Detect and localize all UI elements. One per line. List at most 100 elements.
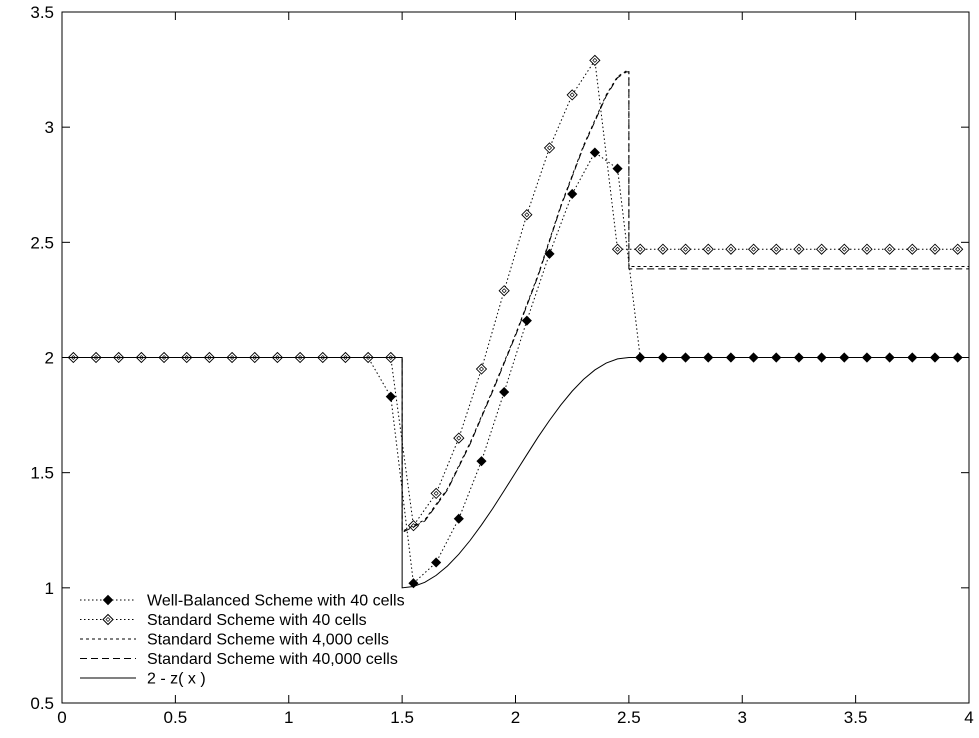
data-point-inner — [683, 246, 689, 252]
data-point — [407, 520, 420, 532]
series-layer — [62, 54, 969, 589]
data-point — [838, 243, 850, 255]
legend-item: Standard Scheme with 40 cells — [80, 612, 367, 629]
data-point — [702, 243, 714, 255]
legend-item: 2 - z( x ) — [80, 671, 206, 688]
data-point — [499, 386, 510, 398]
data-point-inner — [955, 246, 961, 252]
data-point-inner — [773, 246, 779, 252]
data-point-inner — [796, 246, 802, 252]
data-point-inner — [841, 246, 847, 252]
data-point-inner — [478, 366, 484, 372]
x-tick-label: 0.5 — [164, 708, 188, 727]
data-point — [498, 285, 510, 297]
legend-label: Standard Scheme with 4,000 cells — [147, 632, 389, 649]
data-point — [589, 147, 600, 158]
legend-marker — [102, 613, 114, 626]
series-line — [73, 151, 958, 585]
data-point-inner — [547, 145, 553, 151]
legend-item: Standard Scheme with 40,000 cells — [80, 651, 398, 668]
x-tick-label: 3.5 — [844, 708, 868, 727]
data-point — [679, 243, 692, 255]
y-tick-label: 2.5 — [30, 233, 54, 252]
data-point-inner — [751, 246, 757, 252]
data-point-inner — [184, 355, 190, 360]
data-point — [861, 243, 873, 255]
data-point — [385, 391, 396, 402]
data-point-inner — [524, 212, 530, 218]
data-point-inner — [206, 355, 212, 360]
x-tick-label: 4 — [964, 708, 973, 727]
series-1 — [68, 147, 963, 589]
data-point — [543, 142, 556, 154]
series-3 — [62, 70, 969, 533]
data-point-inner — [569, 92, 575, 98]
data-point-inner — [161, 355, 167, 360]
x-tick-label: 0 — [57, 708, 66, 727]
data-point-inner — [615, 246, 621, 252]
legend-marker-inner — [105, 617, 111, 622]
data-point-inner — [705, 246, 711, 252]
data-point-inner — [70, 355, 76, 360]
data-point — [657, 243, 669, 255]
data-point — [476, 456, 487, 467]
x-tick-label: 1.5 — [390, 708, 414, 727]
data-point — [431, 557, 442, 568]
data-point — [521, 315, 532, 326]
data-point — [793, 243, 805, 255]
data-point — [567, 188, 578, 200]
legend-label: Standard Scheme with 40 cells — [147, 612, 367, 629]
series-line — [62, 71, 969, 534]
legend-label: Standard Scheme with 40,000 cells — [147, 651, 398, 668]
data-point-inner — [887, 246, 893, 252]
legend-label: Well-Balanced Scheme with 40 cells — [147, 593, 405, 610]
data-point-inner — [660, 246, 666, 252]
series-5 — [62, 357, 969, 589]
data-point — [611, 243, 624, 255]
data-point-inner — [728, 246, 734, 252]
data-point — [453, 432, 465, 444]
series-line — [62, 70, 969, 533]
y-tick-label: 0.5 — [30, 694, 54, 713]
legend-marker — [102, 594, 114, 606]
data-point — [566, 89, 578, 101]
data-point — [475, 363, 488, 375]
series-line — [73, 58, 958, 527]
series-4 — [62, 71, 969, 534]
data-point-inner — [138, 355, 144, 360]
data-point-inner — [274, 355, 280, 360]
legend-label: 2 - z( x ) — [147, 671, 206, 688]
data-point-inner — [116, 355, 122, 360]
data-point-inner — [501, 288, 507, 294]
legend-item: Well-Balanced Scheme with 40 cells — [80, 593, 405, 610]
data-point — [906, 243, 918, 255]
data-point-inner — [320, 355, 326, 360]
data-point-inner — [819, 246, 825, 252]
x-tick-label: 3 — [738, 708, 747, 727]
data-point — [589, 54, 601, 67]
data-point — [884, 243, 896, 255]
data-point — [453, 513, 464, 524]
data-point — [747, 243, 760, 255]
y-tick-label: 1.5 — [30, 464, 54, 483]
data-point — [952, 243, 964, 255]
x-tick-label: 2 — [511, 708, 520, 727]
y-tick-label: 3 — [45, 118, 54, 137]
data-point-inner — [864, 246, 870, 252]
y-tick-label: 3.5 — [30, 3, 54, 22]
data-point — [725, 243, 737, 255]
series-2 — [67, 54, 964, 532]
axis-ticks: 0 0.5 1 1.5 2 2.5 3 3.5 40.511.522.533.5 — [30, 3, 973, 727]
data-point-inner — [252, 355, 258, 360]
legend: Well-Balanced Scheme with 40 cells Standa… — [80, 593, 405, 688]
data-point — [544, 248, 555, 259]
data-point-inner — [388, 355, 394, 360]
data-point-inner — [342, 355, 348, 360]
data-point-inner — [456, 435, 462, 441]
data-point — [634, 243, 646, 255]
x-tick-label: 2.5 — [617, 708, 641, 727]
data-point-inner — [909, 246, 915, 252]
data-point — [430, 487, 442, 500]
data-point-inner — [93, 355, 99, 360]
